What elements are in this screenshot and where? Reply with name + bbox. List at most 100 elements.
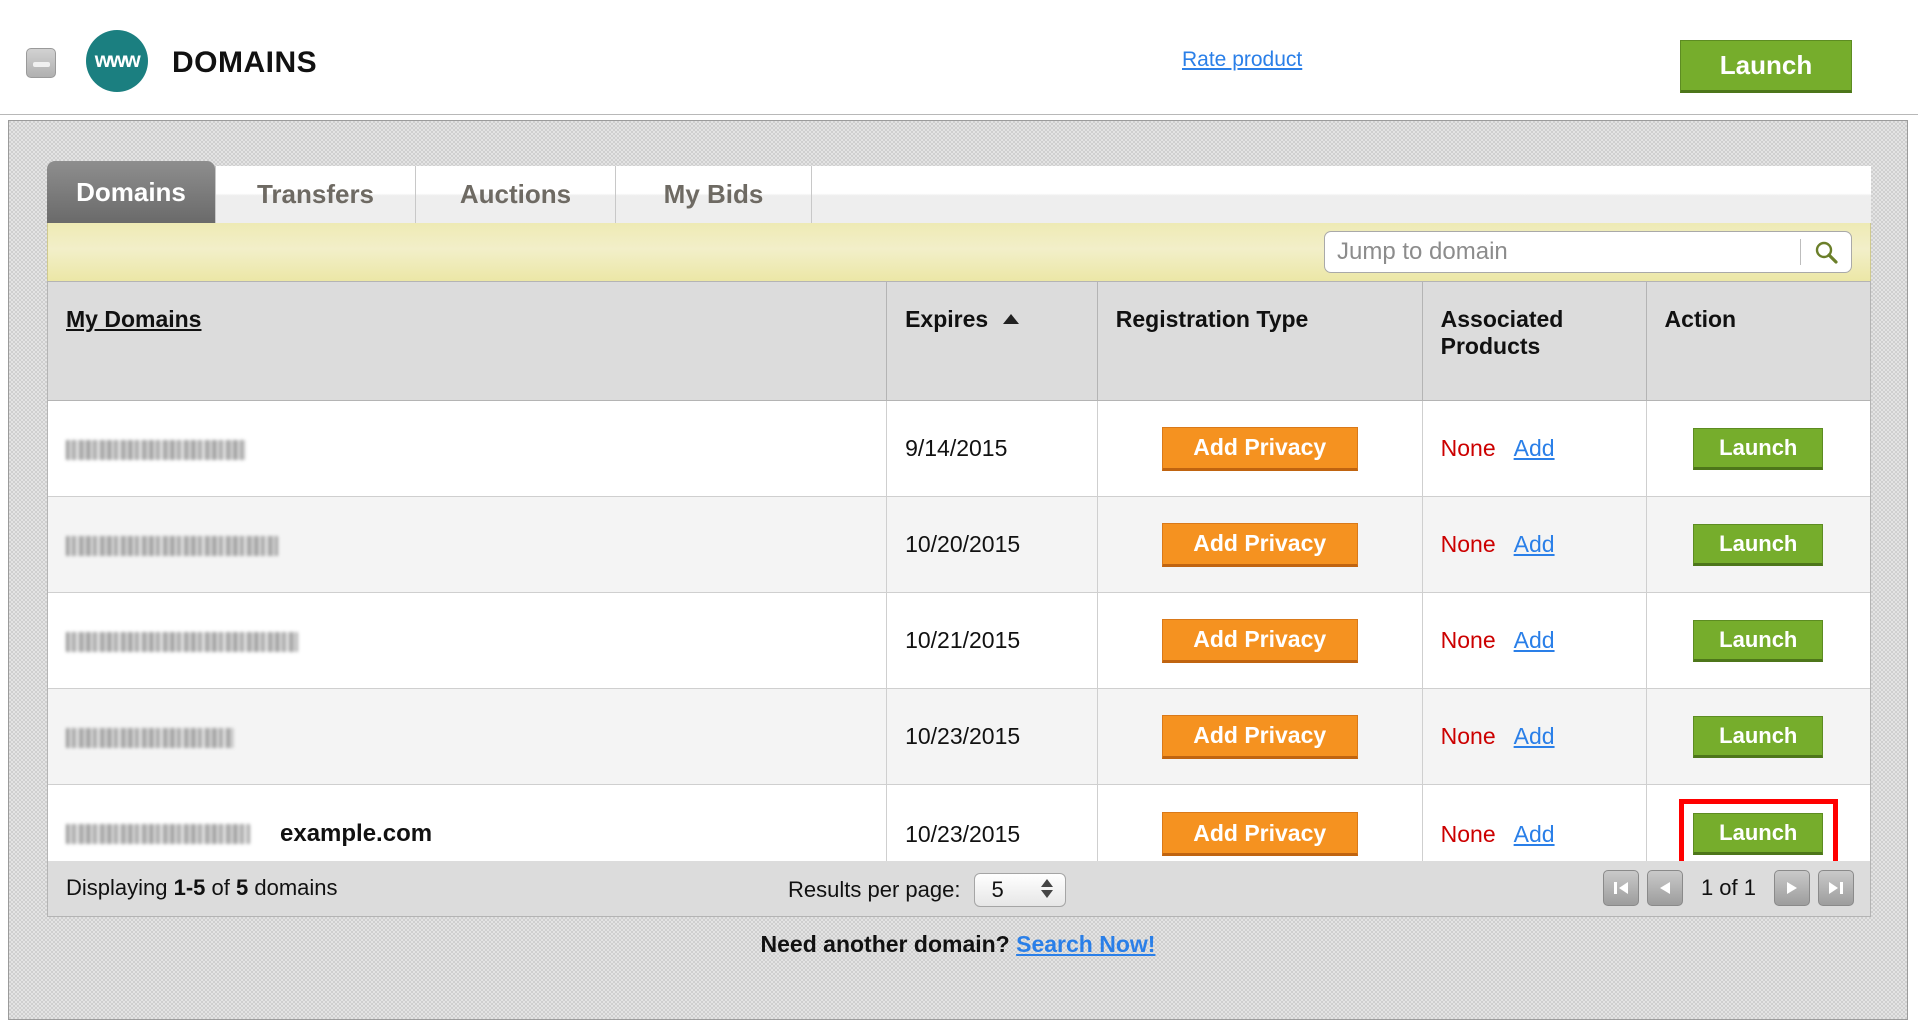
tab-strip-filler: [811, 166, 1871, 223]
displaying-suffix: domains: [248, 875, 338, 900]
minus-collapse-icon: [33, 62, 50, 67]
stepper-arrows-icon[interactable]: [1041, 879, 1054, 898]
domains-table-body: 9/14/2015 Add Privacy None Add Launch 10/20/2…: [48, 400, 1870, 884]
page-first-button[interactable]: [1602, 870, 1639, 906]
search-now-link[interactable]: Search Now!: [1016, 931, 1156, 957]
column-header-registration-type: Registration Type: [1097, 282, 1423, 401]
table-row: 9/14/2015 Add Privacy None Add Launch: [48, 400, 1870, 497]
associated-products-none: None: [1440, 723, 1496, 749]
associated-products-none: None: [1440, 627, 1496, 653]
cell-expires: 10/23/2015: [886, 688, 1098, 785]
launch-button-row[interactable]: Launch: [1693, 813, 1824, 855]
add-associated-product-link[interactable]: Add: [1513, 820, 1555, 847]
cell-registration-type: Add Privacy: [1097, 496, 1423, 593]
table-footer-bar: Displaying 1-5 of 5 domains Results per …: [47, 861, 1871, 917]
add-privacy-button[interactable]: Add Privacy: [1161, 426, 1358, 471]
launch-button-row[interactable]: Launch: [1693, 427, 1824, 470]
column-header-associated-products-label: Associated Products: [1440, 306, 1564, 359]
tab-domains-label: Domains: [76, 176, 186, 207]
cell-registration-type: Add Privacy: [1097, 400, 1423, 497]
launch-button-header[interactable]: Launch: [1680, 40, 1852, 93]
stepper-up-icon[interactable]: [1041, 879, 1054, 887]
pagination-controls: 1 of 1: [1602, 870, 1854, 906]
product-header: www DOMAINS Rate product Launch: [0, 2, 1918, 115]
stepper-down-icon[interactable]: [1041, 890, 1054, 898]
add-associated-product-link[interactable]: Add: [1513, 531, 1555, 557]
displaying-prefix: Displaying: [66, 875, 174, 900]
add-privacy-button[interactable]: Add Privacy: [1161, 714, 1358, 759]
cell-associated-products: None Add: [1422, 592, 1647, 689]
column-header-associated-products: Associated Products: [1422, 282, 1647, 401]
tab-transfers-label: Transfers: [256, 179, 375, 209]
tab-domains[interactable]: Domains: [47, 161, 215, 223]
collapse-panel-button[interactable]: [26, 48, 56, 78]
launch-button-row[interactable]: Launch: [1693, 523, 1824, 566]
tab-auctions-label: Auctions: [459, 179, 572, 209]
table-row: 10/20/2015 Add Privacy None Add Launch: [48, 496, 1870, 593]
add-associated-product-link[interactable]: Add: [1513, 435, 1555, 461]
associated-products-none: None: [1440, 435, 1496, 461]
table-row: 10/21/2015 Add Privacy None Add Launch: [48, 592, 1870, 689]
column-header-action-label: Action: [1664, 306, 1737, 332]
page-next-button[interactable]: [1774, 870, 1810, 906]
cell-expires: 9/14/2015: [886, 400, 1098, 497]
add-associated-product-link[interactable]: Add: [1513, 723, 1555, 749]
column-header-registration-type-label: Registration Type: [1115, 306, 1309, 332]
displaying-range: 1-5: [173, 875, 206, 900]
table-header-row: My Domains Expires Registration Type Ass…: [48, 282, 1870, 401]
cell-associated-products: None Add: [1422, 688, 1647, 785]
add-privacy-button[interactable]: Add Privacy: [1161, 618, 1358, 663]
cell-registration-type: Add Privacy: [1097, 688, 1423, 785]
tab-my-bids-label: My Bids: [663, 179, 764, 209]
column-header-expires-label[interactable]: Expires: [905, 306, 989, 332]
need-another-domain-promo: Need another domain? Search Now!: [19, 931, 1897, 958]
add-associated-product-link[interactable]: Add: [1513, 627, 1555, 653]
cell-action: Launch: [1646, 688, 1870, 785]
domains-table-wrapper: My Domains Expires Registration Type Ass…: [47, 281, 1871, 884]
rate-product-link[interactable]: Rate product: [1182, 48, 1303, 71]
tab-my-bids[interactable]: My Bids: [615, 166, 811, 223]
cell-expires: 10/21/2015: [886, 592, 1098, 689]
search-input[interactable]: [1325, 233, 1800, 271]
page-title: DOMAINS: [172, 46, 318, 79]
annotation-domain-label: example.com: [280, 820, 433, 848]
cell-expires: 10/20/2015: [886, 496, 1098, 593]
column-header-expires[interactable]: Expires: [886, 282, 1098, 401]
displaying-count: Displaying 1-5 of 5 domains: [66, 875, 338, 901]
page-last-button[interactable]: [1818, 870, 1854, 906]
cell-domain-name[interactable]: [48, 496, 888, 593]
redacted-domain-name: [66, 535, 278, 556]
search-divider: [1800, 239, 1801, 265]
highlight-annotation-box: Launch: [1678, 799, 1838, 869]
tab-auctions[interactable]: Auctions: [415, 166, 615, 223]
launch-button-row[interactable]: Launch: [1693, 715, 1824, 758]
cell-domain-name[interactable]: [48, 400, 888, 497]
page-prev-button[interactable]: [1646, 870, 1683, 906]
tab-transfers[interactable]: Transfers: [215, 166, 415, 223]
redacted-domain-name: [66, 824, 250, 845]
cell-domain-name[interactable]: [48, 592, 888, 689]
column-header-action: Action: [1646, 282, 1870, 401]
cell-domain-name[interactable]: [48, 688, 888, 785]
column-header-my-domains[interactable]: My Domains: [48, 282, 888, 401]
www-logo-icon: www: [86, 30, 148, 92]
column-header-my-domains-label[interactable]: My Domains: [66, 306, 202, 332]
add-privacy-button[interactable]: Add Privacy: [1161, 522, 1358, 567]
tab-bar: Domains Transfers Auctions My Bids: [47, 161, 1871, 223]
search-icon[interactable]: [1801, 232, 1851, 272]
launch-button-row[interactable]: Launch: [1693, 619, 1824, 662]
cell-associated-products: None Add: [1422, 400, 1647, 497]
associated-products-none: None: [1440, 531, 1496, 557]
search-band: [47, 223, 1871, 281]
redacted-domain-name: [66, 727, 234, 748]
results-per-page-select[interactable]: 5: [974, 873, 1067, 907]
cell-associated-products: None Add: [1422, 496, 1647, 593]
table-row: 10/23/2015 Add Privacy None Add Launch: [48, 688, 1870, 785]
results-per-page-label: Results per page:: [788, 877, 961, 902]
sort-ascending-icon: [1002, 314, 1019, 324]
cell-registration-type: Add Privacy: [1097, 592, 1423, 689]
associated-products-none: None: [1440, 820, 1496, 847]
displaying-total: 5: [235, 875, 249, 900]
add-privacy-button[interactable]: Add Privacy: [1161, 812, 1358, 856]
jump-to-domain-box[interactable]: [1324, 231, 1852, 273]
